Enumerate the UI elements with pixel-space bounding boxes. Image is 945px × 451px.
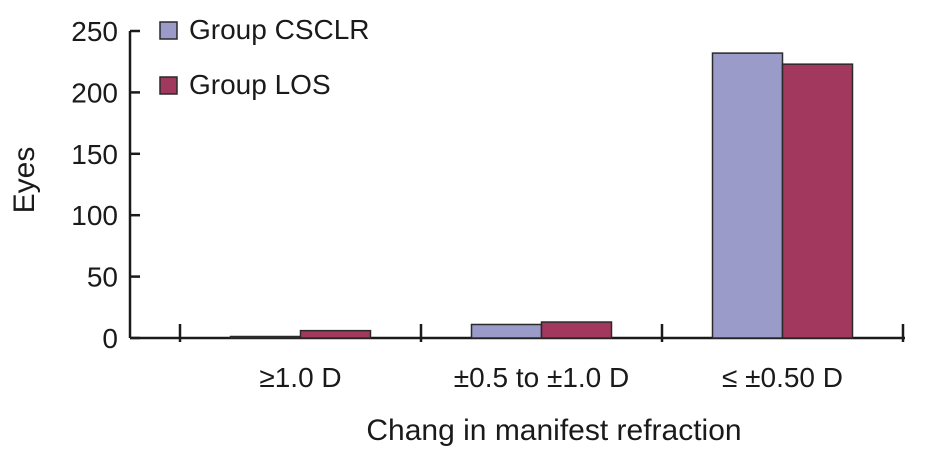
- y-axis-title: Eyes: [8, 147, 41, 214]
- bar: [781, 63, 854, 339]
- bar: [470, 323, 543, 339]
- y-tick-label: 100: [71, 200, 118, 231]
- x-tick-label: ≥1.0 D: [259, 362, 341, 393]
- y-tick-label: 150: [71, 139, 118, 170]
- bar: [299, 329, 372, 339]
- bar: [711, 52, 784, 339]
- y-axis: 0 50 100 150 200 250: [71, 16, 140, 354]
- bar: [540, 321, 613, 339]
- legend: Group CSCLR Group LOS: [159, 14, 370, 100]
- x-axis: ≥1.0 D ±0.5 to ±1.0 D ≤ ±0.50 D: [130, 324, 905, 393]
- bar: [229, 335, 302, 339]
- bars: [229, 52, 854, 339]
- legend-label: Group LOS: [189, 69, 331, 100]
- y-tick-label: 50: [87, 262, 118, 293]
- y-tick-label: 200: [71, 77, 118, 108]
- x-tick-label: ±0.5 to ±1.0 D: [454, 362, 630, 393]
- x-tick-label: ≤ ±0.50 D: [722, 362, 843, 393]
- y-tick-label: 250: [71, 16, 118, 47]
- legend-swatch: [159, 21, 178, 40]
- x-axis-title: Chang in manifest refraction: [366, 414, 741, 447]
- y-tick-label: 0: [102, 323, 118, 354]
- legend-label: Group CSCLR: [189, 14, 370, 45]
- legend-swatch: [159, 76, 178, 95]
